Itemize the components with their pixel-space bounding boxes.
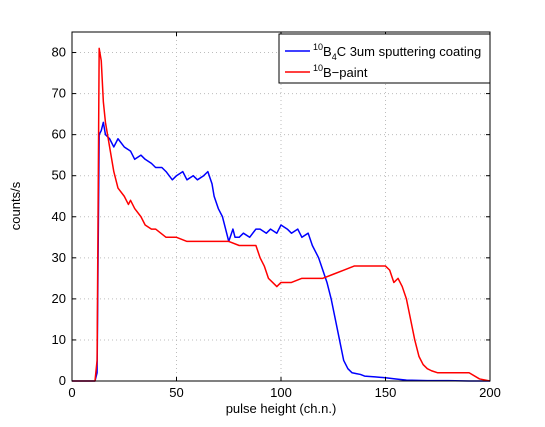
y-tick-label: 30 <box>52 250 66 265</box>
y-tick-label: 0 <box>59 373 66 388</box>
legend-base-series-1: B−paint <box>323 65 368 80</box>
legend-base-series-0: B <box>323 44 332 59</box>
legend-label-series-1: 10B−paint <box>313 63 368 80</box>
x-tick-label: 200 <box>479 385 501 400</box>
legend: 10B4C 3um sputtering coating 10B−paint <box>278 33 491 84</box>
series-layer <box>72 47 491 382</box>
y-tick-label: 10 <box>52 332 66 347</box>
legend-base2-series-0: C 3um sputtering coating <box>337 44 482 59</box>
x-tick-label: 50 <box>169 385 183 400</box>
y-tick-label: 40 <box>52 209 66 224</box>
plot-area <box>72 32 490 381</box>
legend-sup-series-1: 10 <box>313 63 323 73</box>
legend-sup-series-0: 10 <box>313 42 323 52</box>
y-tick-label: 50 <box>52 168 66 183</box>
ticks-layer: 0 50 100 150 200 0 10 20 30 40 50 60 70 80 <box>52 32 501 400</box>
legend-box <box>278 33 491 84</box>
series-line-0 <box>72 121 490 382</box>
x-axis-label: pulse height (ch.n.) <box>226 401 337 416</box>
y-tick-label: 80 <box>52 45 66 60</box>
y-tick-label: 20 <box>52 291 66 306</box>
x-tick-label: 0 <box>68 385 75 400</box>
y-axis-label: counts/s <box>8 181 23 230</box>
y-tick-label: 70 <box>52 86 66 101</box>
series-line-1 <box>72 47 491 382</box>
y-tick-label: 60 <box>52 127 66 142</box>
x-tick-label: 100 <box>270 385 292 400</box>
legend-sub-series-0: 4 <box>332 52 337 62</box>
x-tick-label: 150 <box>375 385 397 400</box>
legend-label-series-0: 10B4C 3um sputtering coating <box>313 42 481 62</box>
